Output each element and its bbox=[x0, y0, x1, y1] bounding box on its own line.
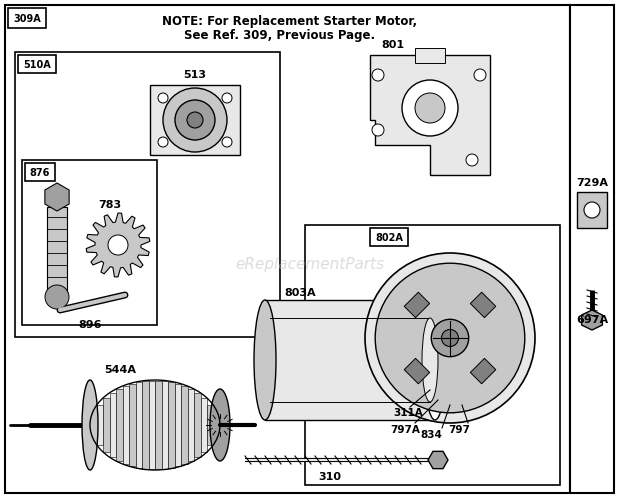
Text: 803A: 803A bbox=[284, 288, 316, 298]
Ellipse shape bbox=[254, 300, 276, 420]
Circle shape bbox=[584, 202, 600, 218]
Polygon shape bbox=[86, 213, 150, 277]
Text: NOTE: For Replacement Starter Motor,: NOTE: For Replacement Starter Motor, bbox=[162, 16, 417, 28]
Text: 797A: 797A bbox=[390, 425, 420, 435]
Polygon shape bbox=[370, 55, 490, 175]
Bar bbox=[22, 160, 157, 325]
Polygon shape bbox=[582, 310, 603, 330]
Circle shape bbox=[163, 88, 227, 152]
Text: 309A: 309A bbox=[13, 14, 41, 24]
Bar bbox=[404, 292, 430, 318]
Bar bbox=[168, 382, 174, 468]
Text: 834: 834 bbox=[420, 430, 442, 440]
Bar bbox=[15, 52, 280, 337]
Text: 729A: 729A bbox=[576, 178, 608, 188]
Bar bbox=[187, 389, 194, 461]
Bar bbox=[577, 192, 607, 228]
Bar bbox=[149, 381, 155, 469]
Bar bbox=[200, 398, 207, 452]
Bar bbox=[207, 406, 213, 444]
Text: 513: 513 bbox=[184, 70, 206, 80]
Circle shape bbox=[441, 330, 459, 346]
Bar bbox=[181, 386, 187, 464]
Bar bbox=[471, 358, 496, 384]
Circle shape bbox=[45, 285, 69, 309]
Bar bbox=[305, 225, 560, 485]
Bar bbox=[103, 398, 110, 452]
Bar bbox=[194, 393, 200, 457]
Text: 510A: 510A bbox=[23, 60, 51, 70]
Bar bbox=[110, 393, 116, 457]
Ellipse shape bbox=[210, 389, 230, 461]
Bar bbox=[150, 85, 240, 155]
Circle shape bbox=[158, 137, 168, 147]
Ellipse shape bbox=[422, 318, 438, 402]
Bar bbox=[155, 381, 161, 469]
Circle shape bbox=[375, 263, 525, 413]
Circle shape bbox=[432, 320, 469, 356]
Text: 310: 310 bbox=[319, 472, 342, 482]
Bar bbox=[97, 406, 103, 444]
Text: 797: 797 bbox=[448, 425, 470, 435]
Text: 311A: 311A bbox=[393, 408, 423, 418]
Bar bbox=[129, 384, 136, 466]
Bar bbox=[123, 386, 129, 464]
Bar bbox=[25, 163, 55, 181]
Ellipse shape bbox=[82, 380, 98, 470]
Circle shape bbox=[222, 93, 232, 103]
Bar bbox=[161, 382, 168, 468]
Bar bbox=[136, 382, 142, 468]
Circle shape bbox=[365, 253, 535, 423]
Bar bbox=[142, 382, 149, 468]
Polygon shape bbox=[45, 183, 69, 211]
Text: See Ref. 309, Previous Page.: See Ref. 309, Previous Page. bbox=[184, 30, 376, 43]
Bar bbox=[404, 358, 430, 384]
Text: 697A: 697A bbox=[576, 315, 608, 325]
Circle shape bbox=[372, 124, 384, 136]
Text: 801: 801 bbox=[381, 40, 405, 50]
Circle shape bbox=[175, 100, 215, 140]
Ellipse shape bbox=[424, 300, 446, 420]
Bar bbox=[8, 8, 46, 28]
Bar bbox=[47, 207, 67, 297]
Text: 876: 876 bbox=[30, 168, 50, 178]
Bar bbox=[570, 5, 614, 493]
Bar bbox=[471, 292, 496, 318]
Bar bbox=[415, 48, 445, 63]
Circle shape bbox=[474, 69, 486, 81]
Circle shape bbox=[158, 93, 168, 103]
Circle shape bbox=[402, 80, 458, 136]
Circle shape bbox=[108, 235, 128, 255]
Text: 802A: 802A bbox=[375, 233, 403, 243]
Circle shape bbox=[222, 137, 232, 147]
Circle shape bbox=[466, 154, 478, 166]
Circle shape bbox=[187, 112, 203, 128]
Text: 544A: 544A bbox=[104, 365, 136, 375]
Polygon shape bbox=[428, 452, 448, 468]
Bar bbox=[370, 228, 408, 246]
Bar bbox=[174, 384, 181, 466]
Bar bbox=[18, 55, 56, 73]
Bar bbox=[116, 389, 123, 461]
Text: eReplacementParts: eReplacementParts bbox=[236, 258, 384, 272]
Bar bbox=[265, 300, 435, 420]
Text: 783: 783 bbox=[98, 200, 121, 210]
Circle shape bbox=[415, 93, 445, 123]
Circle shape bbox=[372, 69, 384, 81]
Text: 896: 896 bbox=[78, 320, 102, 330]
